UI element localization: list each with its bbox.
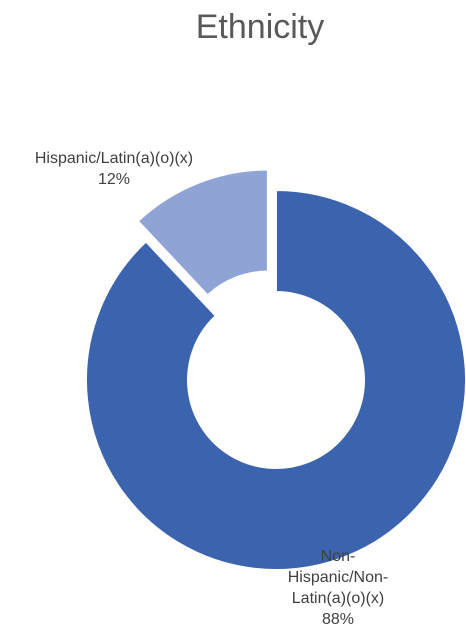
chart-title: Ethnicity <box>195 8 325 46</box>
slice-label-non-hispanic-line-1: Non- <box>320 548 356 565</box>
slice-label-non-hispanic-percent: 88% <box>321 611 355 628</box>
slice-label-non-hispanic: Non- Hispanic/Non- Latin(a)(o)(x) 88% <box>253 546 423 630</box>
donut-slice-non-hispanic-non-latin-a-o-x <box>85 188 466 571</box>
slice-label-hispanic-name: Hispanic/Latin(a)(o)(x) <box>34 150 194 167</box>
donut-slice-hispanic-latin-a-o-x <box>136 168 269 297</box>
donut-slices <box>85 168 466 571</box>
slice-label-hispanic: Hispanic/Latin(a)(o)(x) 12% <box>0 148 228 190</box>
slice-label-non-hispanic-line-2: Hispanic/Non- <box>287 569 389 586</box>
slice-label-hispanic-percent: 12% <box>97 171 131 188</box>
slice-label-non-hispanic-line-3: Latin(a)(o)(x) <box>291 590 385 607</box>
